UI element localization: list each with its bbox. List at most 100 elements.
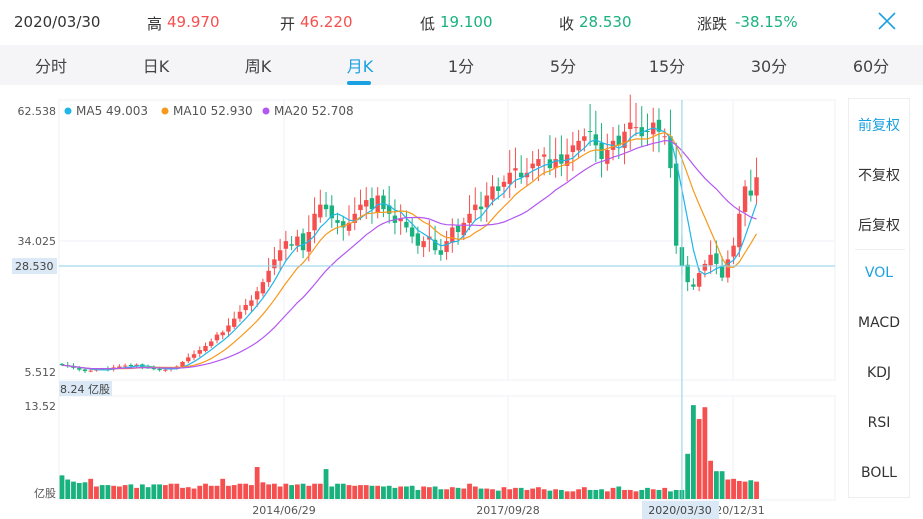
indicator-kdj[interactable]: KDJ bbox=[866, 365, 892, 381]
candle-body bbox=[117, 366, 122, 368]
tab-fenshi[interactable]: 分时 bbox=[34, 57, 68, 76]
candle-body bbox=[725, 259, 731, 278]
close-label: 收 bbox=[559, 15, 575, 33]
volume-bar bbox=[174, 483, 180, 499]
candle-body bbox=[501, 181, 507, 187]
volume-bar bbox=[381, 486, 386, 499]
candle-body bbox=[553, 159, 558, 169]
tab-weekly[interactable]: 周K bbox=[244, 57, 272, 76]
volume-bar bbox=[277, 486, 283, 499]
volume-bar bbox=[438, 489, 444, 499]
candle-body bbox=[702, 263, 708, 271]
volume-bar bbox=[455, 487, 461, 499]
volume-bar bbox=[226, 485, 231, 499]
tab-30min[interactable]: 30分 bbox=[750, 57, 788, 76]
candle-body bbox=[352, 213, 357, 223]
candle-body bbox=[541, 154, 547, 157]
volume-bar bbox=[214, 485, 220, 499]
volume-bar bbox=[421, 486, 427, 499]
candle-body bbox=[232, 318, 237, 327]
candle-body bbox=[157, 368, 162, 371]
volume-bar bbox=[220, 478, 226, 499]
tab-15min[interactable]: 15分 bbox=[648, 57, 686, 76]
volume-bar bbox=[271, 483, 277, 499]
volume-bar bbox=[283, 483, 289, 499]
candle-body bbox=[82, 369, 88, 372]
candle-body bbox=[461, 222, 466, 236]
adjust-backward[interactable]: 后复权 bbox=[858, 218, 900, 234]
candle-body bbox=[691, 284, 696, 287]
indicator-macd[interactable]: MACD bbox=[858, 315, 900, 331]
candle-body bbox=[358, 204, 363, 211]
volume-bar bbox=[180, 487, 185, 499]
candle-body bbox=[249, 300, 254, 306]
candle-body bbox=[191, 354, 197, 358]
volume-bar bbox=[346, 485, 352, 499]
ma10-line bbox=[61, 131, 758, 370]
active-tab-indicator bbox=[347, 81, 371, 85]
candle-body bbox=[415, 233, 421, 246]
volume-unit-label: 亿股 bbox=[34, 487, 56, 500]
tab-daily[interactable]: 日K bbox=[142, 57, 170, 76]
candle-body bbox=[748, 190, 753, 196]
indicator-vol[interactable]: VOL bbox=[864, 265, 894, 281]
adjust-forward[interactable]: 前复权 bbox=[858, 118, 900, 134]
x-label: 2017/09/28 bbox=[476, 504, 539, 517]
candle-body bbox=[266, 270, 271, 283]
volume-bar bbox=[564, 491, 570, 499]
volume-bar bbox=[117, 486, 122, 499]
indicator-rsi[interactable]: RSI bbox=[867, 415, 891, 431]
volume-bar bbox=[151, 484, 157, 499]
indicator-boll[interactable]: BOLL bbox=[861, 465, 897, 481]
volume-bar bbox=[587, 489, 593, 499]
volume-bar bbox=[444, 489, 449, 499]
tab-5min[interactable]: 5分 bbox=[549, 57, 577, 76]
volume-bar bbox=[754, 481, 759, 499]
volume-bar bbox=[725, 479, 731, 499]
candle-body bbox=[260, 282, 266, 294]
kline-chart[interactable]: 62.538 34.025 5.512 13.52 亿股 MA5 49.003 MA10 5… bbox=[0, 0, 845, 519]
candle-body bbox=[737, 213, 742, 248]
volume-bar bbox=[610, 487, 616, 499]
volume-bar bbox=[294, 484, 300, 499]
volume-bar bbox=[696, 419, 702, 499]
tab-monthly[interactable]: 月K bbox=[346, 57, 374, 76]
volume-bar bbox=[530, 488, 536, 499]
volume-bar bbox=[237, 483, 243, 499]
legend-dot-ma20 bbox=[262, 107, 270, 115]
price-max-label: 62.538 bbox=[18, 105, 57, 118]
candle-body bbox=[163, 369, 168, 371]
candle-body bbox=[295, 236, 300, 246]
candle-body bbox=[329, 205, 334, 219]
indicator-panel: 前复权 不复权 后复权 VOL MACD KDJ RSI BOLL bbox=[848, 98, 910, 498]
candle-body bbox=[473, 204, 478, 211]
date: 2020/03/30 bbox=[14, 13, 101, 31]
volume-bar bbox=[409, 485, 415, 499]
volume-bar bbox=[742, 481, 748, 499]
volume-bar bbox=[524, 489, 530, 499]
volume-bar bbox=[375, 485, 381, 499]
candle-body bbox=[306, 231, 312, 252]
candle-body bbox=[587, 131, 593, 133]
volume-bar bbox=[553, 489, 559, 499]
tab-1min[interactable]: 1分 bbox=[447, 57, 475, 76]
tab-60min[interactable]: 60分 bbox=[852, 57, 890, 76]
volume-bar bbox=[633, 491, 639, 499]
candle-body bbox=[197, 350, 202, 354]
close-icon[interactable] bbox=[874, 8, 900, 34]
change-value: -38.15% bbox=[735, 13, 798, 31]
volume-bar bbox=[59, 475, 65, 499]
volume-bar bbox=[604, 491, 610, 499]
candle-body bbox=[605, 149, 610, 164]
candle-body bbox=[59, 363, 65, 366]
adjust-none[interactable]: 不复权 bbox=[858, 168, 900, 184]
volume-bar bbox=[501, 487, 507, 499]
volume-max-label: 13.52 bbox=[25, 400, 57, 413]
candle-body bbox=[77, 368, 82, 370]
candle-body bbox=[559, 154, 564, 164]
candle-body bbox=[300, 233, 306, 251]
candle-body bbox=[628, 122, 633, 130]
volume-bar bbox=[622, 489, 627, 499]
candle-body bbox=[335, 220, 340, 223]
price-min-label: 5.512 bbox=[25, 366, 57, 379]
